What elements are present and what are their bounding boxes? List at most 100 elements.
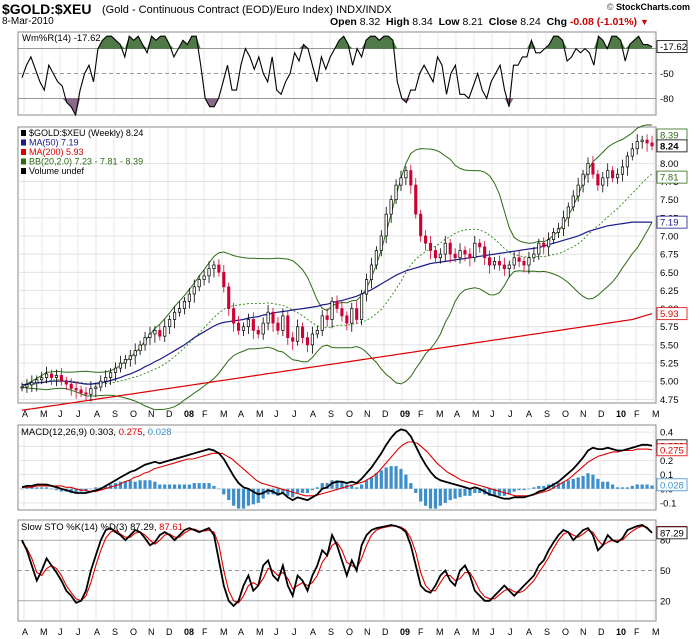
candle-body	[556, 228, 561, 233]
macd-histogram-bar	[576, 477, 580, 489]
candle-body	[148, 333, 152, 338]
macd-tick-label: 0.2	[660, 456, 673, 467]
wmr-line	[21, 35, 653, 117]
candle-body	[217, 264, 221, 273]
legend-swatch	[21, 158, 26, 165]
candle-body	[212, 264, 216, 269]
macd-histogram-bar	[542, 485, 546, 489]
candle-body	[586, 162, 590, 175]
price-panel	[17, 126, 657, 404]
candle-body	[241, 326, 246, 331]
candle-body	[424, 235, 428, 244]
candle-body	[468, 253, 472, 259]
sto-time-label: A	[454, 627, 460, 637]
macd-histogram-bar	[438, 488, 442, 506]
candle-body	[428, 242, 433, 251]
candle-body	[340, 308, 344, 317]
high-value: 8.34	[412, 16, 433, 28]
sto-time-label: N	[148, 627, 155, 637]
macd-histogram-bar	[330, 480, 334, 489]
macd-histogram-bar	[163, 484, 167, 489]
candle-body	[163, 326, 167, 337]
candle-body	[237, 322, 241, 331]
price-time-label: M	[220, 409, 228, 419]
macd-histogram-bar	[281, 488, 285, 493]
sto-time-label: S	[328, 627, 334, 637]
sto-time-label: A	[94, 627, 100, 637]
candle-body	[79, 389, 83, 394]
candle-body	[35, 379, 39, 384]
macd-title: MACD(12,26,9) 0.303, 0.275, 0.028	[21, 427, 172, 438]
candle-body	[291, 337, 295, 342]
high-label: High	[386, 16, 410, 28]
candle-body	[369, 264, 374, 280]
macd-histogram-bar	[45, 487, 49, 489]
macd-histogram-bar	[399, 468, 403, 489]
macd-histogram-bar	[650, 485, 654, 489]
macd-value-tag-box	[656, 478, 688, 492]
candle-body	[615, 173, 620, 179]
candle-body	[69, 383, 73, 389]
macd-histogram-bar	[478, 488, 482, 493]
quote-summary: Open 8.32 High 8.34 Low 8.21 Close 8.24 …	[330, 16, 649, 28]
macd-histogram-bar	[630, 485, 634, 489]
chg-label: Chg	[546, 16, 567, 28]
candle-body	[561, 217, 565, 230]
candle-body	[133, 350, 137, 357]
candle-body	[547, 239, 551, 248]
macd-histogram-bar	[138, 480, 142, 489]
sto-time-label: M	[436, 627, 444, 637]
description-text: (Gold - Continuous Contract (EOD)/Euro I…	[102, 4, 334, 16]
macd-tick-label: -0.1	[660, 498, 676, 509]
candle-body	[507, 264, 511, 269]
candle-body	[448, 242, 452, 255]
macd-histogram-bar	[212, 485, 216, 489]
brand-credit[interactable]: © StockCharts.com	[607, 2, 690, 12]
candle-body	[399, 177, 403, 186]
macd-histogram-bar	[128, 480, 132, 489]
macd-histogram-bar	[409, 483, 413, 489]
candle-body	[64, 380, 68, 385]
candle-body	[187, 293, 191, 302]
macd-histogram-bar	[404, 474, 408, 489]
price-time-label: A	[454, 409, 460, 419]
macd-histogram-bar	[153, 481, 157, 489]
macd-histogram-bar	[625, 487, 629, 489]
macd-histogram-bar	[369, 477, 374, 489]
price-tick-label: 5.25	[660, 359, 679, 370]
candle-body	[453, 253, 457, 259]
price-time-label: J	[490, 409, 495, 419]
macd-histogram-bar	[335, 480, 339, 489]
candle-body	[463, 250, 467, 255]
sto-time-label: M	[220, 627, 228, 637]
sto-tick-label: 50	[660, 566, 671, 577]
candle-body	[527, 257, 531, 266]
candle-body	[305, 337, 310, 346]
sto-time-label: J	[490, 627, 495, 637]
price-time-label: N	[364, 409, 371, 419]
macd-tick-label: 0.4	[660, 428, 673, 439]
macd-histogram-bar	[586, 473, 590, 489]
sto-time-label: O	[346, 627, 353, 637]
price-value-tag: 8.24	[660, 141, 679, 152]
sto-k-line	[21, 524, 653, 608]
candle-body	[478, 242, 482, 248]
candle-body	[99, 380, 103, 388]
macd-histogram-bar	[463, 488, 467, 496]
price-time-label: O	[562, 409, 569, 419]
candle-body	[350, 308, 354, 324]
candle-body	[40, 377, 44, 381]
macd-histogram-bar	[527, 488, 531, 490]
macd-histogram-bar	[177, 484, 182, 489]
legend-swatch	[21, 130, 26, 136]
candle-body	[611, 170, 615, 179]
candle-body	[360, 293, 364, 320]
candle-body	[601, 177, 605, 186]
macd-signal-line	[22, 441, 653, 497]
price-time-label: F	[202, 409, 208, 419]
macd-histogram-bar	[89, 488, 93, 490]
sto-time-label: 10	[616, 627, 626, 637]
macd-histogram-bar	[266, 488, 270, 495]
candle-body	[192, 286, 196, 295]
